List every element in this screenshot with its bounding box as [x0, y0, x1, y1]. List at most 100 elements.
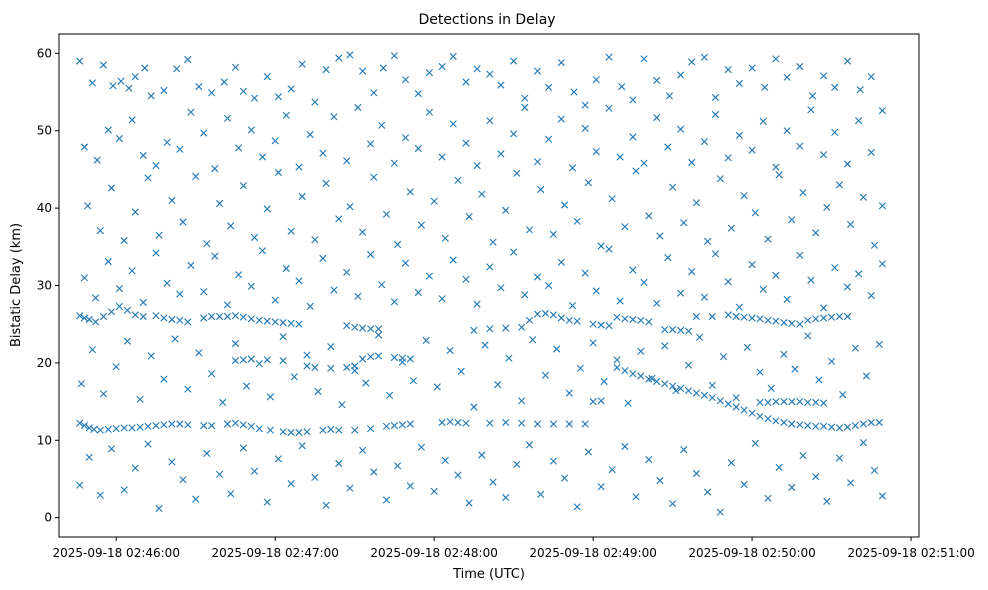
data-point	[287, 428, 295, 437]
data-point	[513, 169, 521, 177]
data-point	[677, 289, 685, 297]
data-point	[362, 379, 370, 387]
data-point	[147, 352, 155, 360]
data-point	[799, 189, 807, 197]
data-point	[597, 321, 605, 329]
data-point	[322, 179, 330, 187]
data-point	[875, 418, 883, 427]
data-point	[711, 250, 720, 258]
data-point	[168, 458, 176, 466]
data-point	[96, 227, 104, 235]
data-point	[282, 111, 290, 119]
data-point	[192, 172, 200, 180]
data-point	[394, 462, 402, 470]
data-point	[680, 219, 688, 227]
data-point	[613, 363, 621, 372]
data-point	[454, 418, 462, 427]
data-point	[239, 87, 247, 95]
data-point	[788, 319, 796, 327]
x-tick-label: 2025-09-18 02:51:00	[847, 546, 974, 560]
data-point	[645, 456, 653, 464]
data-point	[263, 356, 271, 364]
data-point	[613, 313, 621, 321]
data-point	[271, 296, 279, 304]
data-point	[354, 103, 362, 112]
data-point	[812, 473, 820, 481]
data-point	[521, 94, 529, 102]
data-point	[184, 421, 192, 429]
data-point	[661, 342, 669, 350]
data-point	[581, 269, 589, 277]
data-point	[77, 380, 85, 388]
data-point	[788, 216, 796, 224]
data-point	[629, 96, 637, 104]
data-point	[359, 446, 367, 454]
data-point	[576, 364, 584, 372]
data-point	[497, 81, 505, 89]
data-point	[192, 495, 200, 503]
data-point	[621, 223, 629, 231]
data-point	[645, 212, 653, 220]
data-point	[820, 151, 828, 159]
data-point	[139, 151, 147, 160]
data-point	[783, 295, 791, 303]
data-point	[351, 367, 359, 375]
data-point	[549, 230, 557, 238]
data-point	[282, 264, 290, 273]
data-point	[568, 164, 577, 172]
data-point	[255, 360, 263, 368]
data-point	[76, 57, 84, 65]
data-point	[216, 312, 224, 321]
data-point	[401, 259, 410, 267]
data-point	[589, 320, 597, 328]
data-point	[804, 398, 812, 406]
data-point	[665, 92, 673, 100]
data-point	[80, 143, 88, 151]
data-point	[274, 455, 282, 463]
data-point	[200, 129, 208, 137]
data-point	[303, 428, 311, 436]
data-point	[820, 422, 828, 430]
data-point	[239, 313, 247, 321]
data-point	[796, 320, 804, 328]
data-point	[208, 422, 216, 430]
data-point	[735, 303, 743, 311]
data-point	[367, 425, 375, 433]
data-point	[570, 88, 578, 96]
data-point	[494, 381, 502, 389]
data-point	[247, 422, 255, 430]
data-point	[851, 344, 859, 352]
data-point	[211, 252, 219, 260]
data-point	[390, 353, 398, 362]
data-point	[335, 215, 343, 223]
data-point	[414, 90, 422, 98]
data-point	[398, 358, 406, 366]
data-point	[867, 148, 875, 156]
data-point	[454, 471, 462, 479]
data-point	[799, 452, 807, 460]
data-point	[223, 312, 232, 321]
data-point	[831, 83, 839, 91]
data-point	[732, 394, 740, 402]
data-point	[266, 426, 274, 434]
data-point	[125, 84, 133, 92]
data-point	[545, 281, 553, 290]
data-point	[656, 476, 664, 485]
data-point	[367, 250, 375, 259]
data-point	[231, 339, 240, 348]
data-point	[311, 98, 319, 106]
data-point	[716, 508, 724, 516]
y-tick-label: 40	[37, 201, 52, 215]
data-point	[700, 138, 708, 146]
data-point	[266, 393, 274, 401]
data-point	[780, 398, 788, 406]
data-point	[724, 400, 732, 408]
data-point	[640, 55, 648, 63]
data-point	[820, 399, 828, 407]
data-point	[560, 201, 569, 209]
data-point	[422, 336, 430, 344]
data-point	[533, 310, 542, 318]
data-point	[271, 137, 279, 145]
